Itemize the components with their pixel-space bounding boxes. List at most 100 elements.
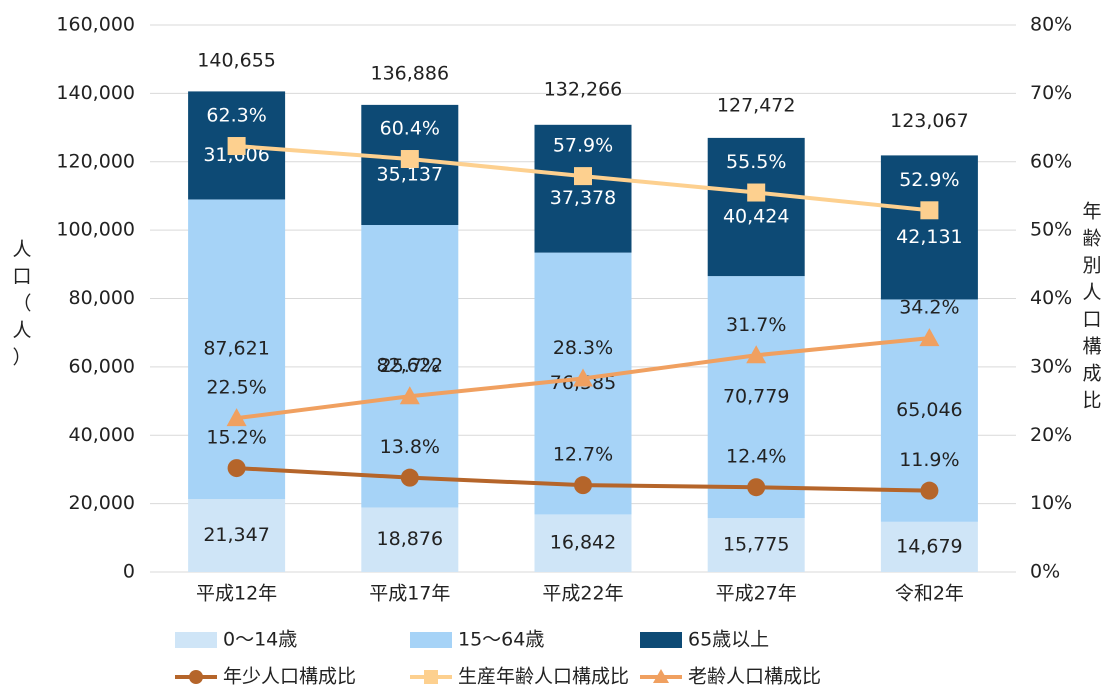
y2-tick-label: 50% (1030, 219, 1072, 241)
legend-label: 老齢人口構成比 (688, 666, 821, 687)
marker (747, 478, 766, 497)
x-tick-label: 令和2年 (895, 583, 964, 605)
marker (227, 459, 246, 478)
bar-value-label: 18,876 (377, 528, 443, 550)
y-tick-label: 60,000 (69, 355, 135, 377)
y2-tick-label: 80% (1030, 14, 1072, 36)
line-value-label: 12.4% (726, 446, 786, 468)
y-axis-title-char: 口 (12, 266, 31, 288)
line-value-label: 57.9% (553, 135, 613, 157)
bar-value-label: 21,347 (203, 524, 269, 546)
bar-value-label: 35,137 (377, 163, 443, 185)
y2-tick-label: 20% (1030, 424, 1072, 446)
line-value-label: 52.9% (899, 169, 959, 191)
line-value-label: 34.2% (899, 297, 959, 319)
bar-segment (880, 155, 978, 300)
line-value-label: 15.2% (206, 427, 266, 449)
x-tick-label: 平成17年 (369, 583, 450, 605)
y2-axis-title-char: 構 (1082, 336, 1101, 358)
legend-marker (653, 669, 669, 683)
bar-segment (361, 507, 459, 572)
line-value-label: 25.7% (380, 355, 440, 377)
y-tick-label: 20,000 (69, 492, 135, 514)
legend-swatch (640, 632, 682, 648)
y-axis-title-char: 人 (12, 239, 31, 261)
total-label: 123,067 (890, 110, 969, 132)
y-tick-label: 100,000 (56, 219, 135, 241)
bar-value-label: 37,378 (550, 187, 616, 209)
marker (746, 345, 767, 364)
marker (400, 468, 419, 487)
y2-tick-label: 40% (1030, 287, 1072, 309)
line-value-label: 62.3% (206, 105, 266, 127)
total-label: 140,655 (197, 50, 276, 72)
marker (573, 368, 593, 387)
bar-value-label: 14,679 (896, 535, 962, 557)
bar-value-label: 70,779 (723, 386, 789, 408)
y-tick-label: 40,000 (69, 424, 135, 446)
legend-label: 65歳以上 (688, 629, 769, 651)
y-tick-label: 120,000 (56, 150, 135, 172)
line-value-label: 11.9% (899, 449, 959, 471)
y2-tick-label: 30% (1030, 355, 1072, 377)
line-value-label: 13.8% (380, 436, 440, 458)
marker (400, 150, 419, 169)
line-value-label: 28.3% (553, 337, 613, 359)
line-value-label: 60.4% (380, 118, 440, 140)
bar-value-label: 15,775 (723, 534, 789, 556)
y2-tick-label: 70% (1030, 82, 1072, 104)
y2-axis-title-char: 成 (1082, 363, 1101, 385)
bar-segment (188, 199, 286, 500)
y-tick-label: 0 (123, 561, 135, 583)
y-tick-label: 80,000 (69, 287, 135, 309)
marker (747, 183, 766, 202)
total-label: 127,472 (717, 95, 796, 117)
y2-axis-title-char: 齢 (1082, 228, 1101, 250)
line-value-label: 12.7% (553, 444, 613, 466)
y2-axis-title-char: 年 (1082, 201, 1101, 223)
line-value-label: 22.5% (206, 377, 266, 399)
marker (574, 167, 592, 186)
bar-segment (361, 225, 459, 508)
y-axis-title-char: （ (12, 293, 31, 315)
marker (227, 137, 246, 156)
y2-axis-title-char: 人 (1082, 282, 1101, 304)
bar-value-label: 87,621 (203, 338, 269, 360)
y2-axis-title-char: 比 (1082, 390, 1101, 412)
x-tick-label: 平成12年 (196, 583, 277, 605)
y-tick-label: 160,000 (56, 14, 135, 36)
bar-segment (707, 137, 805, 277)
y2-axis-title-char: 別 (1082, 255, 1101, 277)
marker (226, 408, 247, 427)
legend-marker (189, 670, 203, 684)
legend-swatch (175, 632, 217, 648)
legend-label: 年少人口構成比 (223, 666, 356, 687)
marker (574, 476, 592, 495)
bar-segment (707, 518, 805, 572)
y2-tick-label: 10% (1030, 492, 1072, 514)
total-label: 132,266 (544, 78, 623, 100)
y2-axis-title-char: 口 (1082, 309, 1101, 331)
legend-marker (424, 670, 438, 684)
bar-segment (880, 521, 978, 572)
bar-value-label: 82,622 (377, 355, 443, 377)
x-tick-label: 平成27年 (716, 583, 797, 605)
bar-segment (188, 499, 286, 572)
marker (919, 328, 940, 347)
x-tick-label: 平成22年 (542, 583, 623, 605)
marker (920, 201, 939, 220)
legend-swatch (410, 632, 452, 648)
bar-segment (707, 276, 805, 519)
marker (920, 481, 939, 500)
legend-label: 生産年齢人口構成比 (458, 666, 629, 687)
legend-label: 0～14歳 (223, 629, 297, 651)
bar-value-label: 40,424 (723, 205, 789, 227)
y-tick-label: 140,000 (56, 82, 135, 104)
line-value-label: 31.7% (726, 314, 786, 336)
y2-tick-label: 60% (1030, 150, 1072, 172)
marker (399, 386, 420, 405)
bar-segment (534, 124, 632, 253)
y-axis-title-char: ） (12, 347, 31, 369)
bar-value-label: 42,131 (896, 226, 962, 248)
